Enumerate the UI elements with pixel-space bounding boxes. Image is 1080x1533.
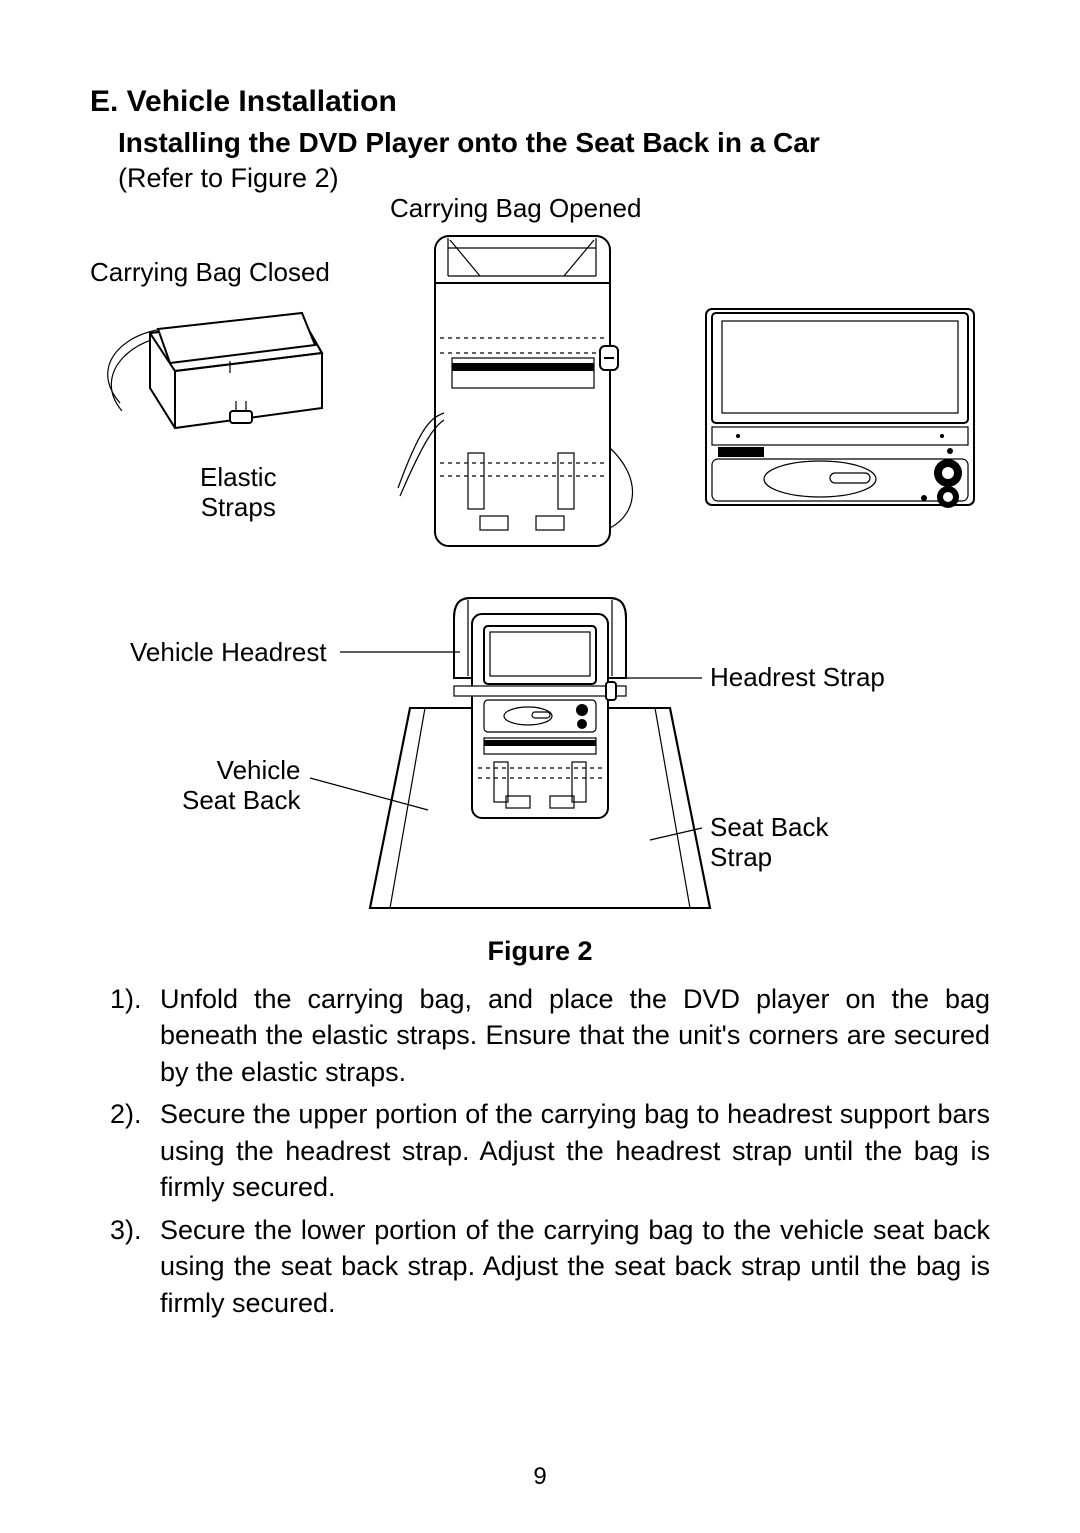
refer-text: (Refer to Figure 2)	[118, 163, 990, 194]
label-bag-closed: Carrying Bag Closed	[90, 258, 330, 288]
label-elastic-straps-line2: Straps	[201, 492, 276, 522]
label-bag-opened: Carrying Bag Opened	[390, 194, 641, 224]
instruction-item: 2). Secure the upper portion of the carr…	[110, 1096, 990, 1205]
figure-caption: Figure 2	[90, 936, 990, 967]
figure-seat-install: Vehicle Headrest Headrest Strap Vehicle …	[90, 578, 990, 928]
instructions-list: 1). Unfold the carrying bag, and place t…	[110, 981, 990, 1321]
instruction-text: Secure the upper portion of the carrying…	[160, 1096, 990, 1205]
illustration-bag-opened	[380, 228, 660, 568]
label-elastic-straps-line1: Elastic	[200, 462, 277, 492]
page-number: 9	[0, 1463, 1080, 1491]
instruction-item: 3). Secure the lower portion of the carr…	[110, 1212, 990, 1321]
instruction-number: 3).	[110, 1212, 160, 1321]
section-heading: E. Vehicle Installation	[90, 85, 990, 119]
label-elastic-straps: Elastic Straps	[200, 463, 277, 523]
instruction-text: Secure the lower portion of the carrying…	[160, 1212, 990, 1321]
illustration-bag-closed	[90, 293, 350, 463]
illustration-dvd-player	[700, 303, 980, 513]
callout-lines	[90, 578, 990, 918]
instruction-number: 1).	[110, 981, 160, 1090]
figure-upper-row: Carrying Bag Opened Carrying Bag Closed …	[90, 198, 990, 578]
sub-heading: Installing the DVD Player onto the Seat …	[118, 127, 990, 159]
instruction-text: Unfold the carrying bag, and place the D…	[160, 981, 990, 1090]
instruction-number: 2).	[110, 1096, 160, 1205]
instruction-item: 1). Unfold the carrying bag, and place t…	[110, 981, 990, 1090]
